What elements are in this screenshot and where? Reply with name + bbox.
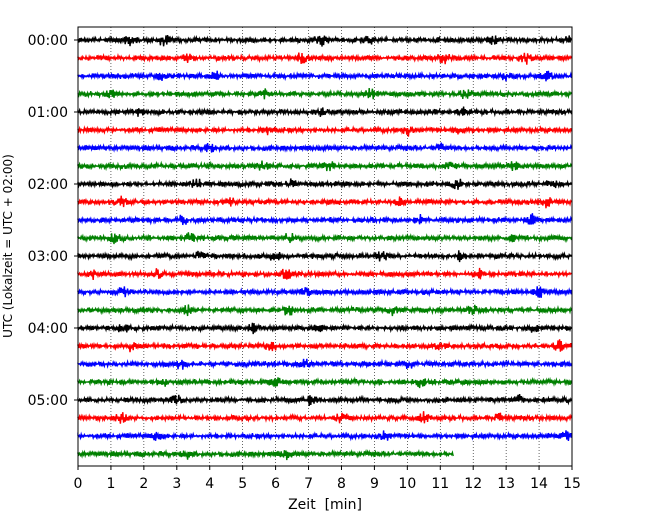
seismogram-trace xyxy=(77,106,573,118)
seismogram-trace xyxy=(77,358,573,370)
x-tick-label: 9 xyxy=(370,476,379,492)
x-tick-label: 12 xyxy=(464,476,482,492)
seismogram-trace xyxy=(77,142,573,154)
seismogram-trace xyxy=(77,394,573,406)
seismogram-trace xyxy=(77,124,573,137)
x-tick-label: 13 xyxy=(497,476,515,492)
seismogram-trace xyxy=(77,34,573,47)
seismogram-trace xyxy=(77,195,573,209)
plot-frame xyxy=(77,26,573,467)
x-tick-label: 3 xyxy=(172,476,181,492)
x-axis: 0 1 2 3 4 5 6 7 8 9 10 11 12 13 14 15 xyxy=(74,466,581,492)
x-tick-label: 10 xyxy=(398,476,416,492)
seismogram-trace xyxy=(77,448,454,461)
seismogram-trace xyxy=(77,411,573,424)
seismogram-trace xyxy=(77,232,573,245)
y-tick-label: 02:00 xyxy=(28,177,68,193)
seismogram-trace xyxy=(77,267,573,281)
x-axis-label: Zeit [min] xyxy=(288,497,362,513)
x-tick-label: 11 xyxy=(431,476,449,492)
seismogram-trace xyxy=(77,160,573,172)
seismogram-traces xyxy=(77,34,573,461)
y-axis-label: UTC (Lokalzeit = UTC + 02:00) xyxy=(1,154,15,338)
y-axis: 00:00 01:00 02:00 03:00 04:00 05:00 xyxy=(28,33,78,409)
x-tick-label: 14 xyxy=(530,476,548,492)
x-tick-label: 0 xyxy=(74,476,83,492)
y-tick-label: 04:00 xyxy=(28,321,68,337)
seismogram-trace xyxy=(77,70,573,82)
seismogram-trace xyxy=(77,52,573,65)
y-tick-label: 03:00 xyxy=(28,249,68,265)
seismogram-trace xyxy=(77,286,573,298)
seismogram-trace xyxy=(77,376,573,389)
seismogram-trace xyxy=(77,87,573,100)
seismogram-trace xyxy=(77,250,573,263)
seismogram-trace xyxy=(77,304,573,317)
x-tick-label: 7 xyxy=(304,476,313,492)
y-tick-label: 05:00 xyxy=(28,393,68,409)
x-tick-label: 8 xyxy=(337,476,346,492)
x-tick-label: 15 xyxy=(563,476,581,492)
grid-lines xyxy=(110,27,540,466)
seismogram-trace xyxy=(77,430,573,442)
seismogram-trace xyxy=(77,339,573,353)
y-tick-label: 01:00 xyxy=(28,105,68,121)
x-tick-label: 1 xyxy=(106,476,115,492)
seismogram-trace xyxy=(77,178,573,190)
x-tick-label: 4 xyxy=(205,476,214,492)
x-tick-label: 2 xyxy=(139,476,148,492)
x-tick-label: 6 xyxy=(271,476,280,492)
y-tick-label: 00:00 xyxy=(28,33,68,49)
seismogram-trace xyxy=(77,322,573,335)
x-tick-label: 5 xyxy=(238,476,247,492)
seismogram-trace xyxy=(77,213,573,226)
